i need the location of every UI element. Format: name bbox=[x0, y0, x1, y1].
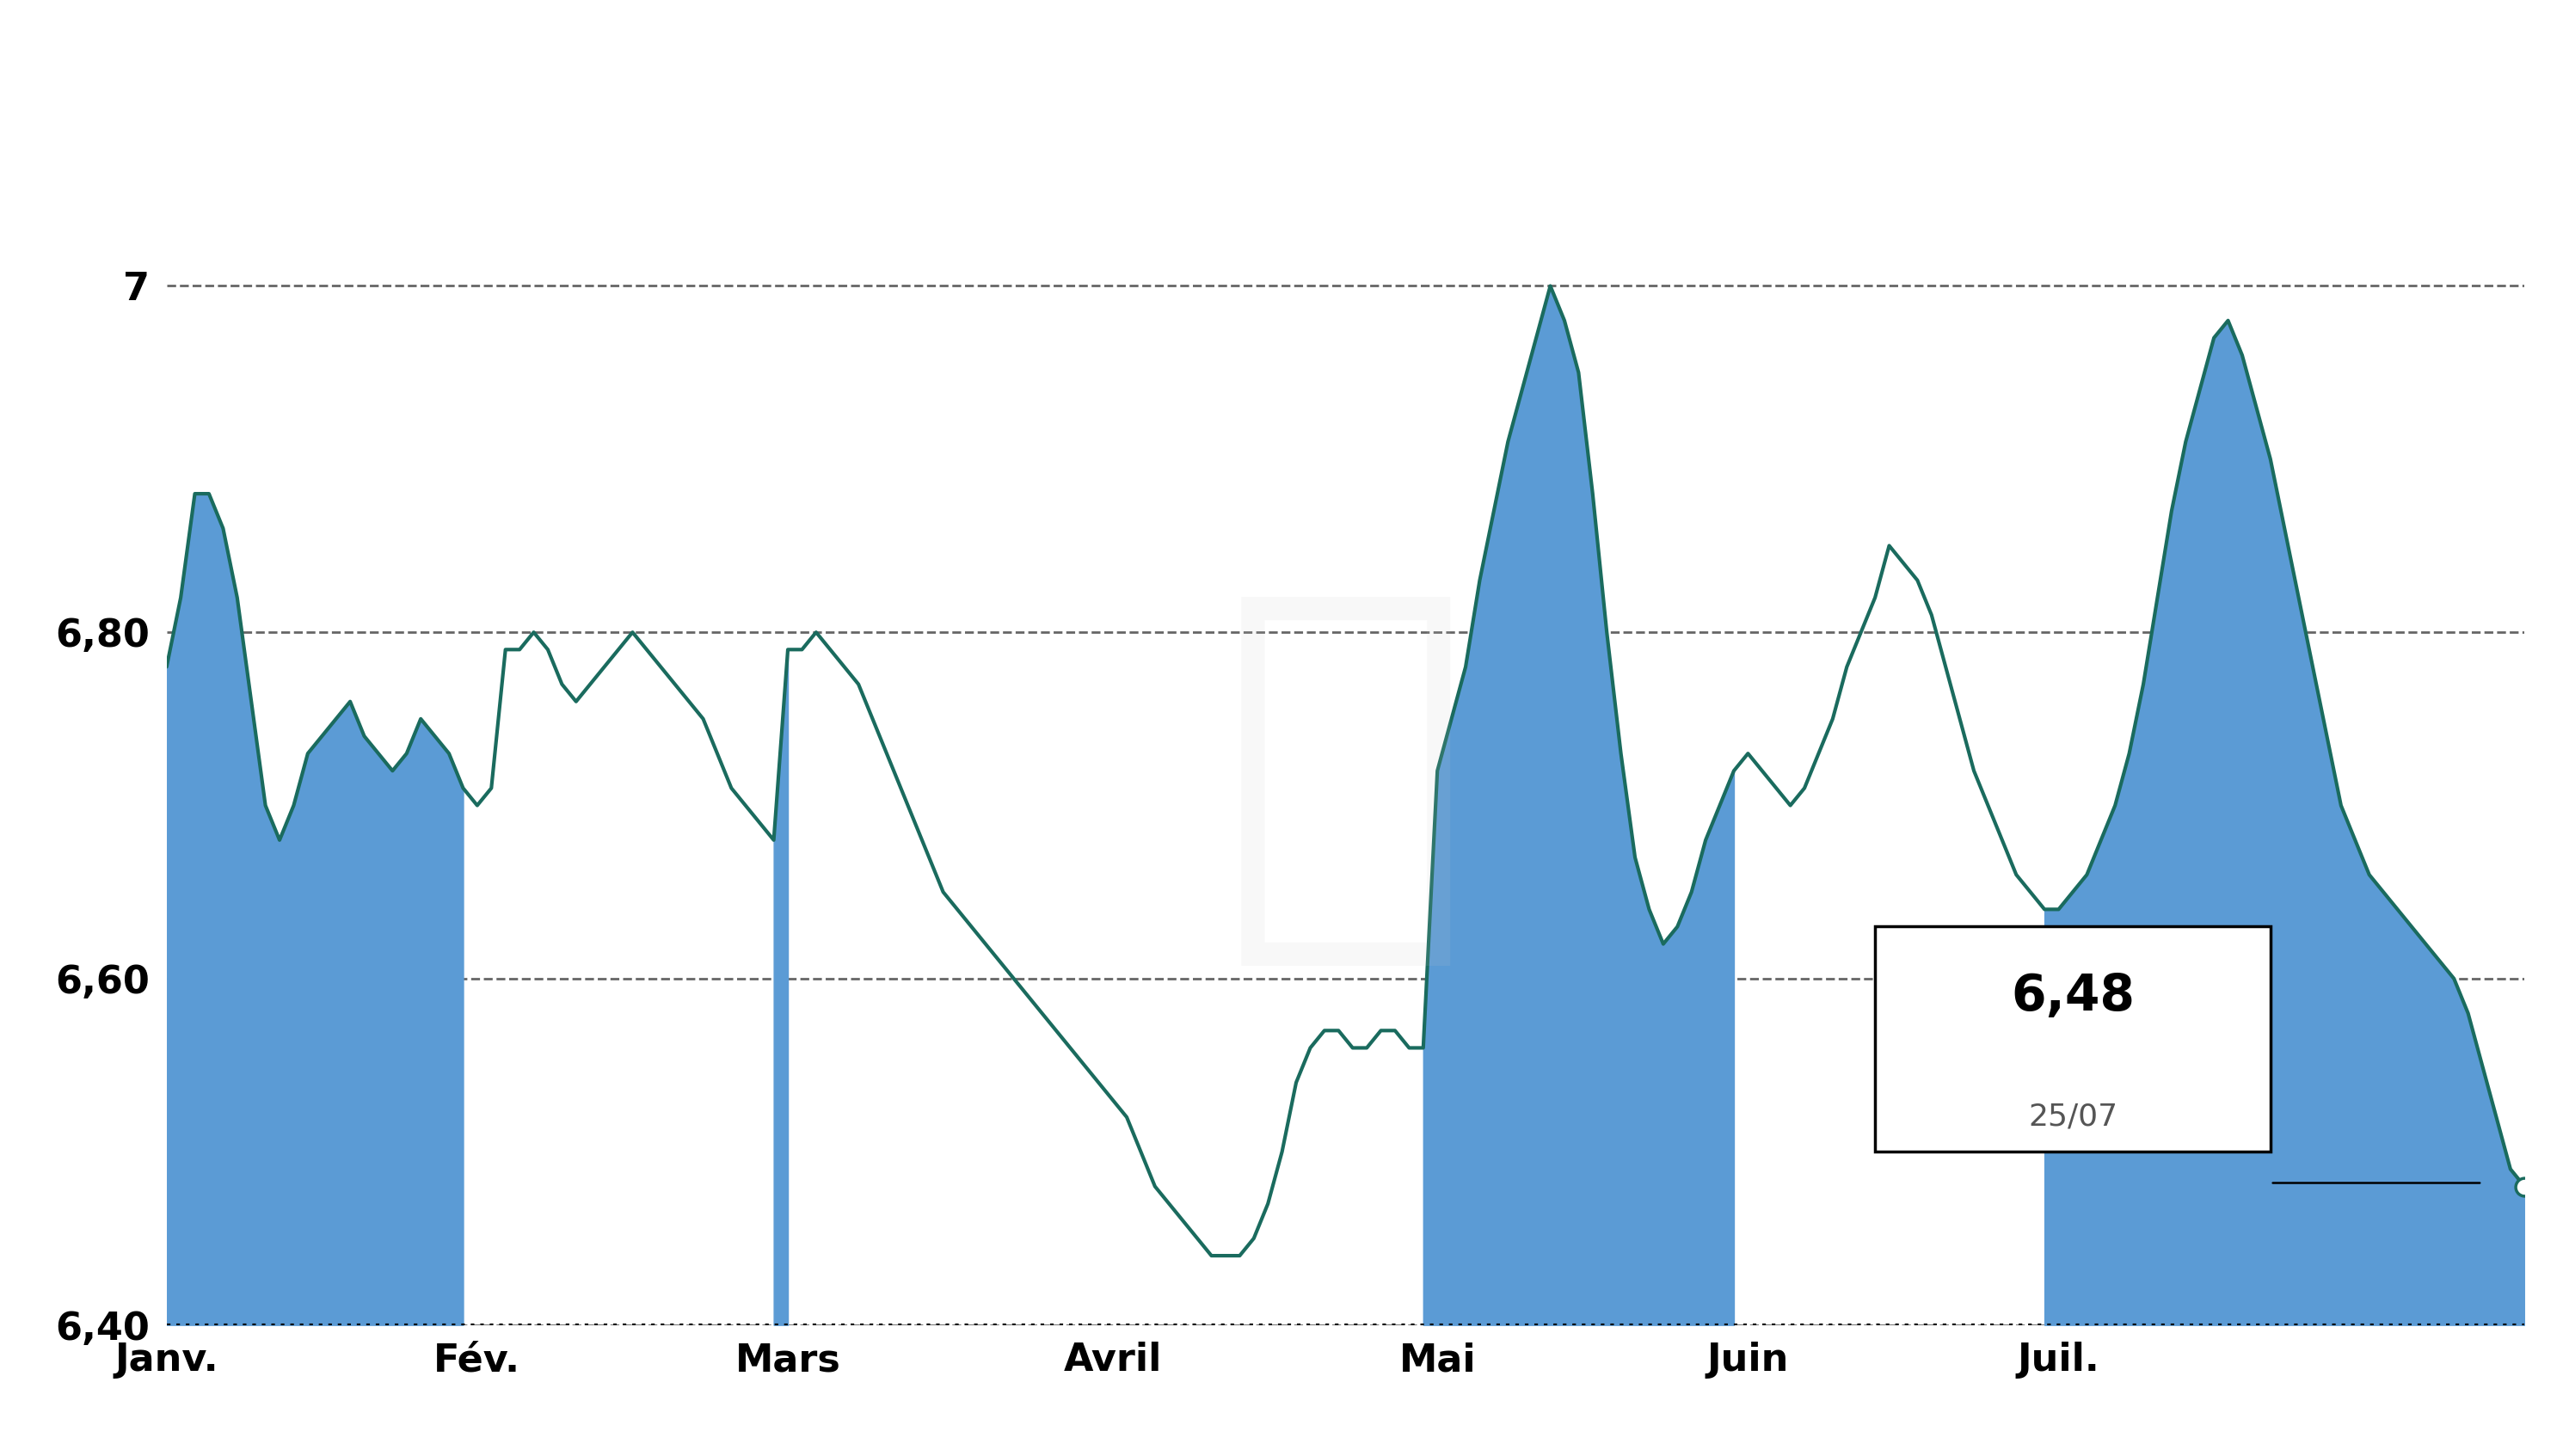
Text: Ⓐ: Ⓐ bbox=[1220, 574, 1471, 978]
Text: 6,48: 6,48 bbox=[2012, 971, 2135, 1021]
Text: Abrdn Income Credit Strategies Fund: Abrdn Income Credit Strategies Fund bbox=[379, 42, 2184, 125]
Text: 25/07: 25/07 bbox=[2027, 1102, 2117, 1131]
FancyBboxPatch shape bbox=[1876, 926, 2271, 1152]
